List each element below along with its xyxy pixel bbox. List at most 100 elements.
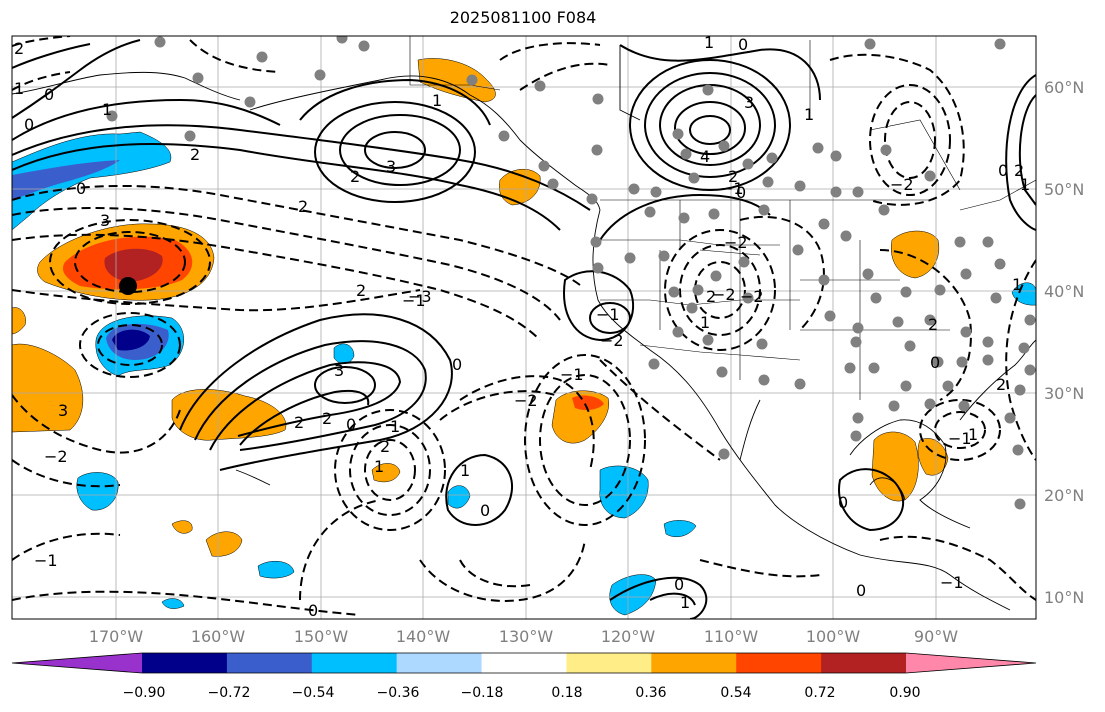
lon-label: 150°W	[294, 627, 349, 646]
contour-label: 3	[58, 401, 68, 420]
latitude-axis: 60°N 50°N 40°N 30°N 20°N 10°N	[1044, 78, 1084, 607]
contour-label: 0	[930, 353, 940, 372]
lat-label: 20°N	[1044, 486, 1084, 505]
lon-label: 160°W	[191, 627, 246, 646]
contour-label: 2	[190, 145, 200, 164]
contour-label: −1	[940, 573, 964, 592]
contour-label: 2	[356, 281, 366, 300]
longitude-axis: 170°W 160°W 150°W 140°W 130°W 120°W 110°…	[89, 627, 958, 646]
map-area: 2 1 0 1 0 3 2 0 3 2 2 1 −1 2 0 3 3 2 2 0…	[12, 33, 1036, 620]
lon-label: 140°W	[396, 627, 451, 646]
colorbar-label: −0.90	[123, 685, 166, 701]
colorbar-extend-min	[12, 653, 142, 673]
lat-label: 30°N	[1044, 384, 1084, 403]
contour-label: 1	[968, 425, 978, 444]
contour-label: 0	[346, 415, 356, 434]
lon-label: 170°W	[89, 627, 144, 646]
colorbar-segment	[142, 653, 228, 673]
colorbar	[11, 652, 1037, 674]
contour-label: 3	[334, 361, 344, 380]
colorbar-label: −0.54	[292, 685, 335, 701]
colorbar-label: 0.18	[551, 685, 582, 701]
contour-label: 1	[1012, 275, 1022, 294]
lat-label: 60°N	[1044, 78, 1084, 97]
contour-label: −1	[948, 429, 972, 448]
colorbar-label: −0.18	[461, 685, 504, 701]
colorbar-extend-max	[906, 653, 1036, 673]
lat-label: 10°N	[1044, 588, 1084, 607]
contour-label: 2	[294, 413, 304, 432]
colorbar-segment	[736, 653, 822, 673]
contour-label: −1	[34, 551, 58, 570]
contour-label: 2	[996, 375, 1006, 394]
contour-label: 1	[680, 593, 690, 612]
contour-label: −2	[712, 285, 736, 304]
contour-label: 2	[322, 409, 332, 428]
colorbar-segment	[396, 653, 483, 673]
contour-label: 0	[856, 581, 866, 600]
contour-label: 2	[298, 197, 308, 216]
contour-label: 1	[102, 100, 112, 119]
colorbar-label: 0.72	[804, 685, 835, 701]
contour-label: −2	[44, 447, 68, 466]
contour-label: 0	[44, 85, 54, 104]
colorbar-label: 0.36	[635, 685, 666, 701]
contour-label: 1	[432, 91, 442, 110]
graticule	[12, 36, 1036, 619]
lon-label: 100°W	[806, 627, 861, 646]
contour-label: 1	[14, 79, 24, 98]
contour-label: −3	[408, 287, 432, 306]
contour-label: 0	[998, 161, 1008, 180]
lon-label: 120°W	[601, 627, 656, 646]
colorbar-label: −0.72	[208, 685, 251, 701]
contour-label: 0	[24, 115, 34, 134]
station-dots	[106, 36, 1036, 510]
colorbar-outline	[11, 652, 1037, 674]
colorbar-labels: −0.90 −0.72 −0.54 −0.36 −0.18 0.18 0.36 …	[123, 685, 921, 701]
map-frame	[11, 35, 1037, 620]
contour-label: 0	[674, 575, 684, 594]
contour-label: 0	[308, 601, 318, 620]
contour-label: 0	[76, 179, 86, 198]
storm-center-marker	[119, 277, 137, 295]
colorbar-segment	[821, 653, 907, 673]
colorbar-segment	[481, 653, 567, 673]
contour-label: −2	[514, 391, 538, 410]
contour-label: −2	[600, 331, 624, 350]
contour-label: 1	[700, 313, 710, 332]
contour-label: 4	[700, 147, 710, 166]
contour-label: 2	[928, 315, 938, 334]
contour-label: 1	[374, 457, 384, 476]
contour-label: 2	[350, 167, 360, 186]
dashed-contours	[12, 36, 1036, 616]
contour-label: 0	[738, 35, 748, 54]
lat-label: 50°N	[1044, 180, 1084, 199]
contour-label: 0	[838, 493, 848, 512]
contour-label: 1	[1020, 175, 1030, 194]
contour-labels: 2 1 0 1 0 3 2 0 3 2 2 1 −1 2 0 3 3 2 2 0…	[14, 33, 1030, 620]
contour-label: −1	[596, 305, 620, 324]
lon-label: 130°W	[499, 627, 554, 646]
lon-label: 110°W	[704, 627, 759, 646]
contour-label: −2	[724, 233, 748, 252]
colorbar-segment	[651, 653, 737, 673]
contour-label: 1	[390, 417, 400, 436]
contour-label: 1	[460, 461, 470, 480]
contour-label: −1	[560, 365, 584, 384]
contour-label: 3	[744, 93, 754, 112]
contour-label: −1	[720, 179, 744, 198]
contour-label: 2	[380, 437, 390, 456]
map-title: 2025081100 F084	[449, 8, 597, 27]
contour-label: 0	[736, 183, 746, 202]
contour-label: 3	[100, 211, 110, 230]
contour-label: 2	[1014, 161, 1024, 180]
colorbar-label: 0.54	[720, 685, 751, 701]
lat-label: 40°N	[1044, 282, 1084, 301]
colorbar-segment	[311, 653, 398, 673]
contour-label: 1	[704, 33, 714, 52]
contour-label: −2	[890, 175, 914, 194]
contour-label: 1	[804, 105, 814, 124]
contour-label: 0	[480, 501, 490, 520]
contour-label: 3	[386, 157, 396, 176]
